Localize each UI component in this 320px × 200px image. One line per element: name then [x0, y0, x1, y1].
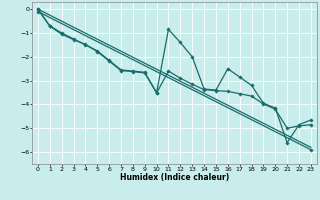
X-axis label: Humidex (Indice chaleur): Humidex (Indice chaleur)	[120, 173, 229, 182]
